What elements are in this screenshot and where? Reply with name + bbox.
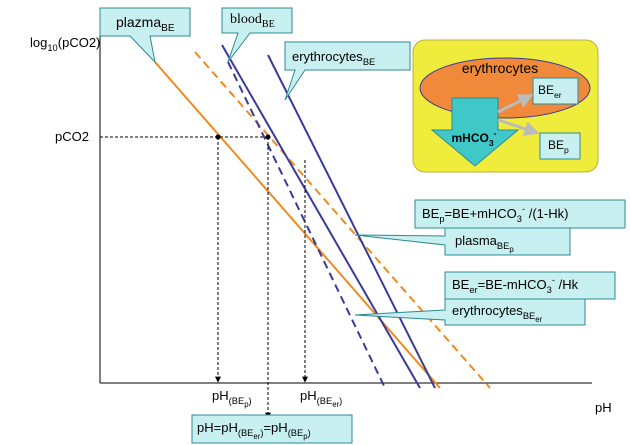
text-part: pH — [212, 388, 229, 403]
labels: log10(pCO2)pCO2pHplazmaBEbloodBEerythroc… — [30, 12, 612, 441]
text-part: - — [494, 128, 497, 138]
text-part: 10 — [47, 43, 57, 53]
text-part: =BE-mHCO — [478, 277, 547, 292]
text-part: BE — [262, 19, 275, 30]
bep-formula: BEp=BE+mHCO3- /(1-Hk) — [422, 204, 568, 224]
plasma-dashed-line — [194, 51, 491, 389]
inset-be-er: BEer — [538, 83, 562, 100]
text-part: er — [253, 432, 260, 441]
text-part: p — [439, 214, 444, 224]
text-part: =pH — [263, 420, 287, 435]
guides — [100, 136, 308, 419]
axes — [99, 30, 592, 384]
text-part: (BE — [229, 396, 245, 406]
text-part: erythrocytes — [292, 49, 363, 64]
text-part: plazma — [116, 14, 161, 30]
text-part: p — [564, 145, 569, 155]
blood-be: bloodBE — [230, 12, 275, 30]
inset-arrow — [497, 118, 540, 136]
ph-eq: pH=pH(BEer)=pH(BEp) — [197, 420, 311, 441]
text-part: blood — [230, 12, 262, 27]
text-part: ) — [260, 428, 263, 438]
inset-box — [539, 132, 581, 160]
text-part: 3 — [517, 214, 522, 224]
inset-mhco3: mHCO3- — [451, 128, 496, 148]
erythrocytes-line — [267, 54, 436, 389]
text-part: er — [554, 90, 562, 100]
callout — [284, 41, 411, 101]
callout — [414, 199, 626, 229]
text-part: ) — [308, 428, 311, 438]
callout — [354, 227, 571, 256]
text-part: plasma — [455, 233, 498, 248]
inset-arrow — [497, 93, 534, 114]
text-part: pH — [595, 400, 612, 415]
ph-bep: pH(BEp) — [212, 388, 252, 409]
plasma-line — [154, 61, 441, 389]
beer-formula: BEer=BE-mHCO3- /Hk — [452, 275, 579, 295]
text-part: erythrocytes — [452, 303, 523, 318]
blood-dashed-line — [227, 61, 386, 389]
erythrocytes-be: erythrocytesBE — [292, 49, 375, 67]
text-part: ) — [339, 396, 342, 406]
text-part: =BE+mHCO — [445, 206, 517, 221]
erythrocytes-beer: erythrocytesBEer — [452, 303, 543, 324]
text-part: (BE — [238, 428, 254, 438]
pco2: pCO2 — [55, 129, 89, 144]
text-part: log — [30, 35, 47, 50]
callout — [221, 7, 293, 63]
ph-beer: pH(BEer) — [300, 388, 342, 409]
flow-arrow — [430, 97, 520, 167]
callout — [354, 298, 586, 326]
text-part: p — [244, 400, 249, 409]
inset-erythrocytes: erythrocytes — [462, 60, 538, 76]
text-part: BE — [422, 206, 440, 221]
text-part: er — [535, 315, 542, 324]
text-part: /Hk — [555, 277, 579, 292]
lines — [154, 44, 491, 389]
text-part: 3 — [489, 138, 494, 148]
plasma-bep: plasmaBEp — [455, 233, 514, 254]
text-part: BE — [497, 241, 509, 251]
text-part: BE — [363, 57, 375, 67]
text-part: pCO2 — [55, 129, 89, 144]
text-part: erythrocytes — [462, 60, 538, 76]
text-part: er — [332, 400, 339, 409]
callout — [99, 7, 191, 64]
text-part: p — [509, 245, 514, 254]
text-part: (pCO2) — [58, 35, 101, 50]
text-part: ) — [249, 396, 252, 406]
text-part: p — [303, 432, 308, 441]
text-part: - — [522, 204, 525, 214]
point — [265, 134, 271, 140]
inset-box — [532, 77, 579, 105]
point — [215, 134, 221, 140]
text-part: pH=pH — [197, 420, 238, 435]
text-part: mHCO — [451, 131, 488, 145]
y-axis: log10(pCO2) — [30, 35, 100, 53]
callout — [191, 414, 353, 444]
blood-line — [221, 44, 421, 389]
text-part: BE — [523, 311, 535, 321]
plazma-be: plazmaBE — [116, 14, 175, 34]
text-part: BE — [548, 138, 564, 152]
x-axis: pH — [595, 400, 612, 415]
text-part: pH — [300, 388, 317, 403]
text-part: - — [552, 275, 555, 285]
text-part: (BE — [317, 396, 333, 406]
text-part: (BE — [288, 428, 304, 438]
text-part: BE — [161, 23, 175, 34]
text-part: BE — [452, 277, 470, 292]
text-part: BE — [538, 83, 554, 97]
text-part: 3 — [547, 285, 552, 295]
text-part: er — [469, 285, 477, 295]
text-part: /(1-Hk) — [525, 206, 568, 221]
inset-be-p: BEp — [548, 138, 569, 155]
